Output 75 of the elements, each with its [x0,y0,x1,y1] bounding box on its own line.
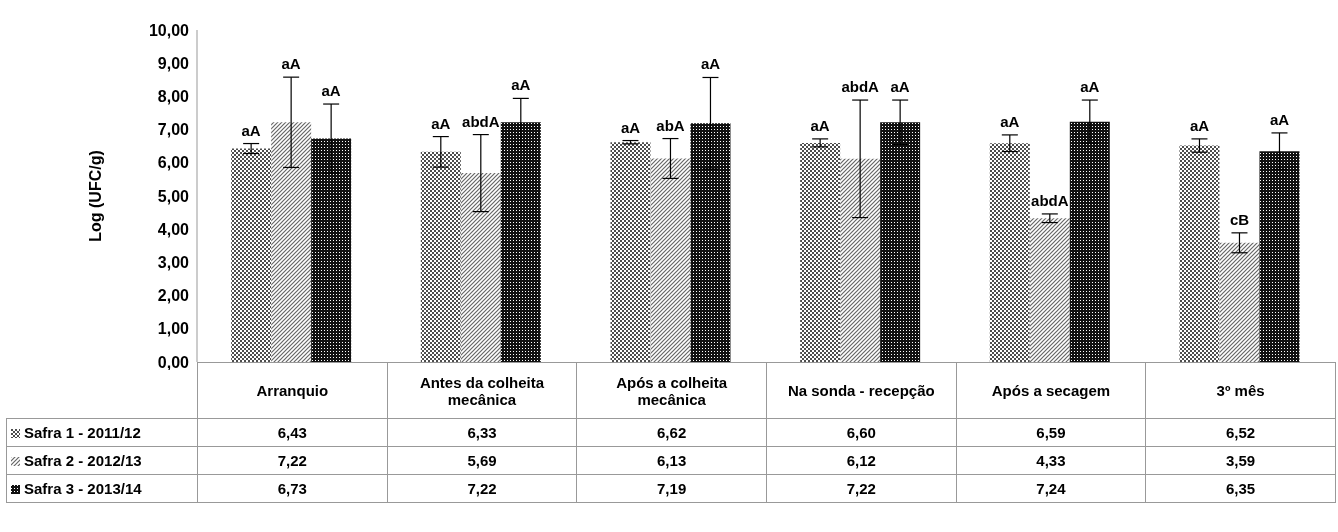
data-label: 7,22 [766,474,957,503]
x-tick-label: Após a secagem [956,362,1146,419]
bar [840,158,881,362]
annotation: aA [321,82,341,100]
y-tick-label: 3,00 [157,254,190,272]
data-label: 6,35 [1145,474,1336,503]
annotation: aA [431,114,451,132]
bar [650,158,691,362]
data-label: 6,73 [197,474,388,503]
data-label: 6,59 [956,418,1146,447]
data-label: 6,13 [576,446,767,475]
bar [800,142,841,362]
bar [231,148,272,362]
y-tick-label: 5,00 [157,187,190,205]
annotation: abdA [462,112,500,130]
annotation: aA [281,55,301,73]
x-tick-label: Após a colheita mecânica [576,362,767,419]
annotation: abA [656,116,685,134]
y-tick-label: 10,00 [148,21,190,39]
legend-label: Safra 1 - 2011/12 [6,418,198,447]
annotation: aA [241,121,261,139]
bar [311,138,352,362]
bar [1179,145,1220,362]
annotation: abdA [841,78,880,96]
bar [1259,151,1300,362]
data-label: 6,43 [197,418,388,447]
y-axis-title: Log (UFC/g) [86,150,104,242]
y-tick-label: 7,00 [157,121,190,139]
annotation: aA [890,78,910,96]
legend-label: Safra 3 - 2013/14 [6,474,198,503]
annotation: aA [1189,116,1210,134]
data-label: 4,33 [956,446,1146,475]
y-tick-label: 8,00 [157,88,190,106]
bar [989,143,1030,362]
x-tick-label: Arranquio [197,362,388,419]
y-tick-label: 6,00 [157,154,190,172]
bar [460,173,501,362]
annotation: cB [1229,210,1250,228]
data-label: 7,19 [576,474,767,503]
annotation: aA [620,118,641,136]
y-tick-label: 0,00 [157,353,190,371]
y-tick-label: 4,00 [157,220,190,238]
data-label: 7,22 [197,446,388,475]
data-label: 5,69 [387,446,577,475]
data-label: 3,59 [1145,446,1336,475]
legend-label: Safra 2 - 2012/13 [6,446,198,475]
data-label: 6,60 [766,418,957,447]
annotation: aA [810,116,830,134]
data-label: 6,62 [576,418,767,447]
x-tick-label: Antes da colheita mecânica [387,362,577,419]
bar [610,142,651,362]
data-label: 6,12 [766,446,957,475]
bar [880,122,921,362]
bar [420,151,461,362]
bar [271,122,312,362]
data-label: 6,33 [387,418,577,447]
annotation: aA [1080,78,1100,96]
x-tick-label: Na sonda - recepção [766,362,957,419]
bar [690,123,731,362]
annotation: aA [700,55,721,73]
data-label: 6,52 [1145,418,1336,447]
y-tick-label: 9,00 [157,54,190,72]
annotation: aA [1269,110,1290,128]
annotation: abdA [1031,191,1069,209]
bar [500,122,541,362]
bar [1029,218,1070,362]
annotation: aA [1000,112,1020,130]
data-label: 7,24 [956,474,1146,503]
data-label: 7,22 [387,474,577,503]
annotation: aA [511,76,531,94]
y-tick-label: 1,00 [157,320,190,338]
y-tick-label: 2,00 [157,287,190,305]
bar [1069,121,1110,362]
bar [1219,242,1260,362]
x-tick-label: 3º mês [1145,362,1336,419]
